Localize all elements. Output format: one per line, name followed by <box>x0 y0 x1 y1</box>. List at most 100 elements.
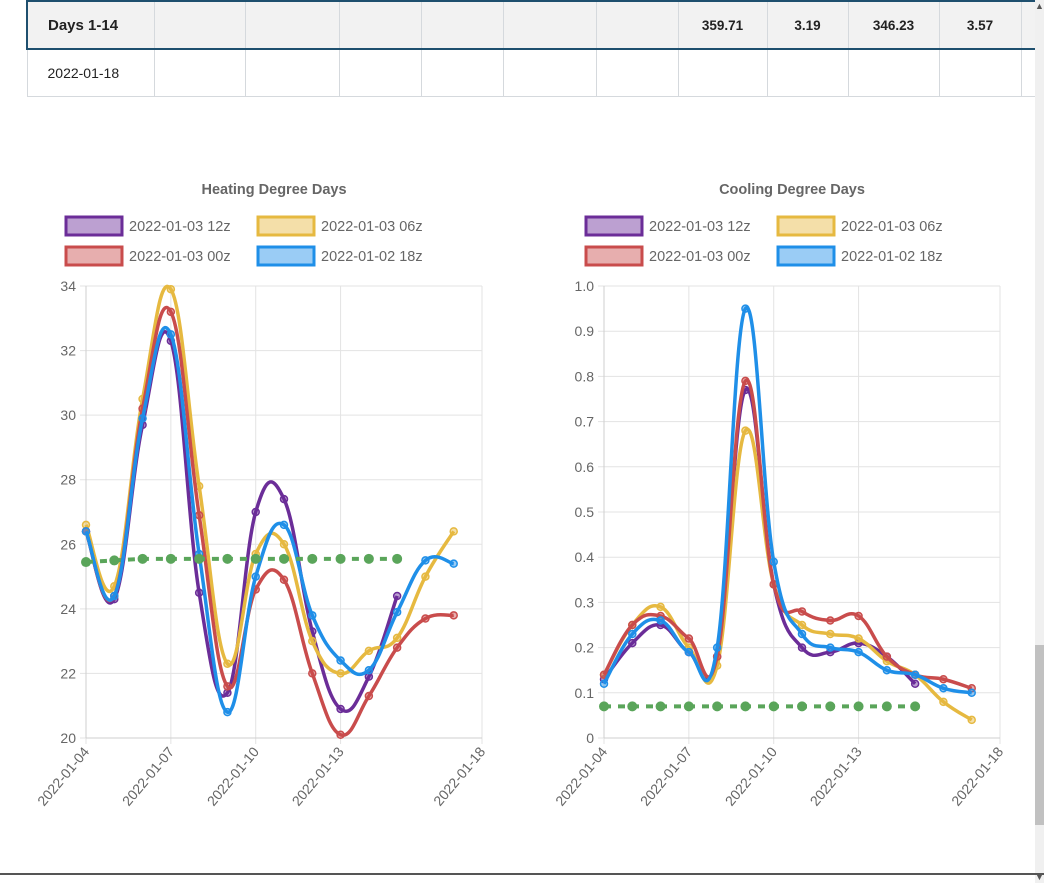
data-point[interactable] <box>825 701 836 712</box>
data-point[interactable] <box>826 616 835 625</box>
data-point[interactable] <box>656 616 665 625</box>
data-point[interactable] <box>335 553 346 564</box>
data-point[interactable] <box>449 559 458 568</box>
data-point[interactable] <box>364 691 374 701</box>
data-point[interactable] <box>939 697 948 707</box>
data-point[interactable] <box>137 553 148 564</box>
data-point[interactable] <box>854 611 863 621</box>
data-point[interactable] <box>797 701 807 712</box>
data-point[interactable] <box>627 701 638 712</box>
data-point[interactable] <box>110 591 119 601</box>
data-point[interactable] <box>250 553 261 564</box>
legend-item[interactable]: 2022-01-03 12z <box>64 215 231 237</box>
legend-item[interactable]: 2022-01-03 00z <box>64 245 231 267</box>
data-point[interactable] <box>363 553 374 564</box>
data-point[interactable] <box>307 553 318 564</box>
data-point[interactable] <box>194 510 204 520</box>
data-point[interactable] <box>684 647 694 657</box>
data-point[interactable] <box>741 376 750 386</box>
data-point[interactable] <box>138 414 147 423</box>
data-point[interactable] <box>194 588 204 597</box>
data-point[interactable] <box>392 607 402 617</box>
data-point[interactable] <box>939 684 948 693</box>
legend-item[interactable]: 2022-01-03 06z <box>776 215 943 237</box>
data-point[interactable] <box>336 730 345 740</box>
data-point[interactable] <box>81 557 91 568</box>
data-point[interactable] <box>655 701 666 712</box>
data-point[interactable] <box>421 614 430 623</box>
data-point[interactable] <box>421 572 430 581</box>
data-point[interactable] <box>194 553 205 564</box>
data-point[interactable] <box>166 330 176 339</box>
data-point[interactable] <box>628 629 637 639</box>
data-point[interactable] <box>308 669 317 678</box>
data-point[interactable] <box>712 643 722 652</box>
data-point[interactable] <box>881 701 892 712</box>
legend-item[interactable]: 2022-01-03 12z <box>584 215 751 237</box>
data-point[interactable] <box>854 634 863 643</box>
data-point[interactable] <box>392 591 402 601</box>
scroll-up-arrow-icon[interactable]: ▲ <box>1035 1 1044 11</box>
data-point[interactable] <box>166 284 176 294</box>
data-point[interactable] <box>279 575 289 585</box>
data-point[interactable] <box>251 507 260 517</box>
data-point[interactable] <box>223 707 232 717</box>
data-point[interactable] <box>223 682 232 691</box>
data-point[interactable] <box>336 669 345 678</box>
data-point[interactable] <box>392 553 403 564</box>
data-point[interactable] <box>797 607 807 616</box>
data-point[interactable] <box>769 557 778 566</box>
data-point[interactable] <box>797 620 807 630</box>
data-point[interactable] <box>910 701 921 712</box>
vertical-scrollbar[interactable]: ▲ ▼ <box>1035 0 1044 883</box>
data-point[interactable] <box>910 670 920 679</box>
data-point[interactable] <box>336 656 345 665</box>
data-point[interactable] <box>364 665 374 675</box>
data-point[interactable] <box>882 652 892 661</box>
legend-item[interactable]: 2022-01-02 18z <box>256 245 423 267</box>
data-point[interactable] <box>364 646 374 656</box>
data-point[interactable] <box>109 555 120 566</box>
data-point[interactable] <box>628 638 637 648</box>
data-point[interactable] <box>684 634 694 643</box>
data-point[interactable] <box>741 426 750 435</box>
data-point[interactable] <box>741 304 750 313</box>
data-point[interactable] <box>279 553 289 564</box>
data-point[interactable] <box>165 553 176 564</box>
data-point[interactable] <box>279 540 289 549</box>
data-point[interactable] <box>251 572 260 581</box>
scroll-down-arrow-icon[interactable]: ▼ <box>1035 872 1044 882</box>
data-point[interactable] <box>81 527 91 536</box>
data-point[interactable] <box>768 701 779 712</box>
data-point[interactable] <box>740 701 751 712</box>
data-point[interactable] <box>336 704 345 714</box>
data-point[interactable] <box>279 520 289 530</box>
data-point[interactable] <box>797 643 807 652</box>
data-point[interactable] <box>449 611 458 620</box>
data-point[interactable] <box>797 629 807 639</box>
data-point[interactable] <box>882 665 892 675</box>
legend-item[interactable]: 2022-01-03 00z <box>584 245 751 267</box>
data-point[interactable] <box>826 629 835 639</box>
legend-item[interactable]: 2022-01-02 18z <box>776 245 943 267</box>
data-point[interactable] <box>967 715 976 725</box>
data-point[interactable] <box>308 636 317 646</box>
data-point[interactable] <box>421 556 430 565</box>
data-point[interactable] <box>392 633 402 643</box>
data-point[interactable] <box>223 659 232 668</box>
data-point[interactable] <box>279 494 289 504</box>
data-point[interactable] <box>449 527 458 536</box>
data-point[interactable] <box>712 701 723 712</box>
data-point[interactable] <box>166 307 176 317</box>
data-point[interactable] <box>656 602 665 612</box>
data-point[interactable] <box>599 701 609 712</box>
data-point[interactable] <box>599 679 609 689</box>
data-point[interactable] <box>854 647 863 657</box>
data-point[interactable] <box>222 553 233 564</box>
data-point[interactable] <box>853 701 864 712</box>
data-point[interactable] <box>826 643 835 652</box>
data-point[interactable] <box>910 679 920 689</box>
scrollbar-thumb[interactable] <box>1035 645 1044 825</box>
data-point[interactable] <box>967 688 976 698</box>
data-point[interactable] <box>392 643 402 652</box>
